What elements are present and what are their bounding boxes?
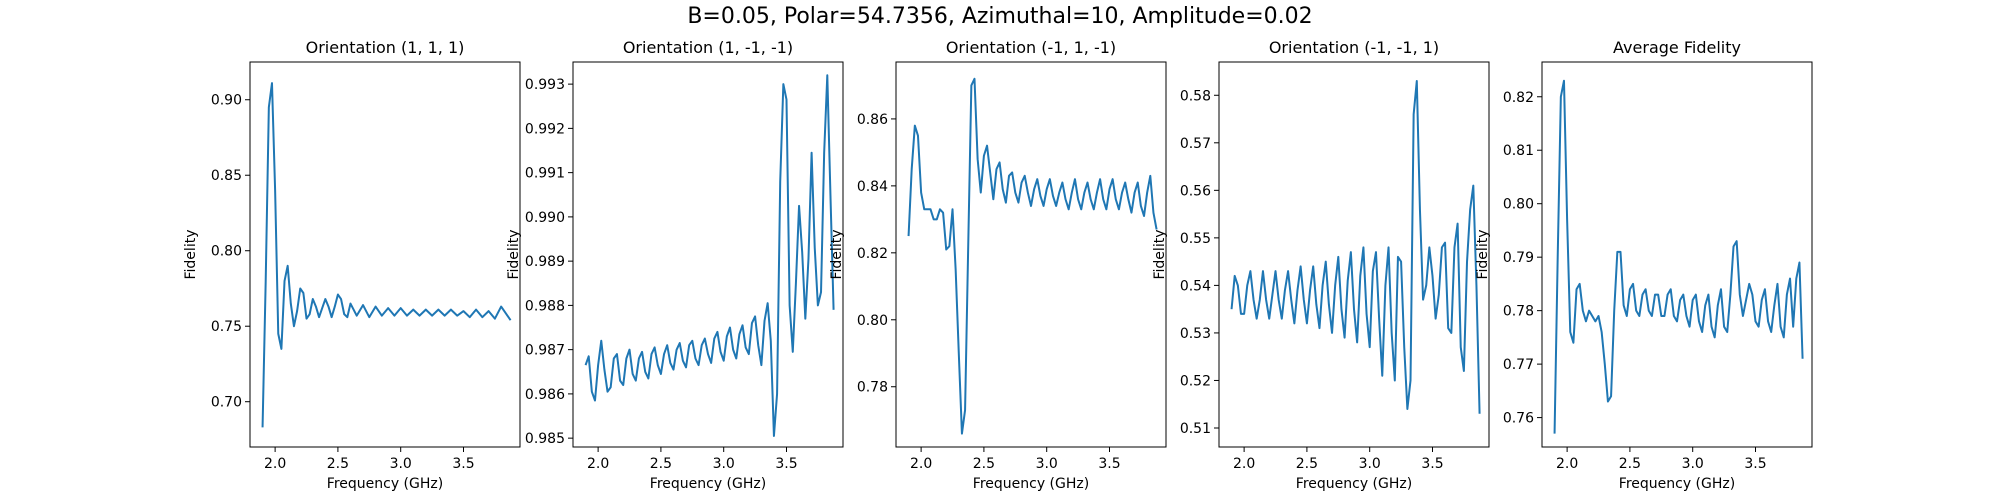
y-axis-label: Fidelity: [506, 230, 522, 280]
y-tick-label: 0.90: [211, 93, 242, 109]
y-tick-label: 0.54: [1180, 278, 1211, 294]
y-axis-label: Fidelity: [829, 230, 845, 280]
x-tick-label: 2.5: [1296, 456, 1318, 472]
y-tick-label: 0.993: [525, 77, 565, 93]
x-tick-label: 3.5: [452, 456, 474, 472]
y-tick-label: 0.82: [1503, 90, 1534, 106]
y-tick-label: 0.78: [1503, 304, 1534, 320]
plot-frame: [572, 61, 844, 448]
y-tick-label: 0.80: [1503, 197, 1534, 213]
y-tick-label: 0.85: [211, 168, 242, 184]
x-tick-label: 3.5: [775, 456, 797, 472]
y-tick-label: 0.991: [525, 166, 565, 182]
y-tick-label: 0.985: [525, 431, 565, 447]
y-axis-label: Fidelity: [183, 230, 199, 280]
subplot-5: 2.0 2.5 3.0 3.5 0.76 0.77 0.78 0.79 0.80 0.81 0.82…: [1475, 38, 1813, 492]
y-axis-label: Fidelity: [1152, 230, 1168, 280]
y-tick-label: 0.75: [211, 319, 242, 335]
subplot-title: Average Fidelity: [1613, 38, 1741, 57]
x-tick-label: 2.0: [1233, 456, 1255, 472]
y-tick-label: 0.51: [1180, 421, 1211, 437]
y-tick-label: 0.987: [525, 343, 565, 359]
y-tick-label: 0.57: [1180, 136, 1211, 152]
x-tick-label: 3.0: [1682, 456, 1704, 472]
x-axis-label: Frequency (GHz): [650, 476, 766, 492]
plot-frame: [895, 61, 1167, 448]
x-tick-label: 3.5: [1744, 456, 1766, 472]
y-tick-label: 0.76: [1503, 411, 1534, 427]
plot-frame: [1218, 61, 1490, 448]
figure-title: B=0.05, Polar=54.7356, Azimuthal=10, Amp…: [687, 4, 1313, 29]
subplot-title: Orientation (1, 1, 1): [306, 38, 465, 57]
y-tick-label: 0.70: [211, 395, 242, 411]
x-tick-label: 2.0: [587, 456, 609, 472]
subplot-title: Orientation (-1, 1, -1): [946, 38, 1116, 57]
y-tick-label: 0.56: [1180, 183, 1211, 199]
y-tick-label: 0.55: [1180, 231, 1211, 247]
x-tick-label: 2.0: [910, 456, 932, 472]
y-tick-label: 0.82: [857, 246, 888, 262]
y-tick-label: 0.58: [1180, 88, 1211, 104]
x-tick-label: 2.5: [327, 456, 349, 472]
plot-frame: [1541, 61, 1813, 448]
y-tick-label: 0.80: [211, 244, 242, 260]
y-tick-label: 0.53: [1180, 326, 1211, 342]
series-line-1: [584, 74, 835, 437]
y-tick-label: 0.52: [1180, 373, 1211, 389]
y-tick-label: 0.989: [525, 254, 565, 270]
y-tick-label: 0.77: [1503, 357, 1534, 373]
x-tick-label: 2.5: [650, 456, 672, 472]
x-tick-label: 3.0: [713, 456, 735, 472]
y-tick-label: 0.78: [857, 380, 888, 396]
x-tick-label: 2.5: [973, 456, 995, 472]
y-tick-label: 0.990: [525, 210, 565, 226]
series-line-1: [261, 82, 512, 428]
y-tick-label: 0.81: [1503, 143, 1534, 159]
x-axis-label: Frequency (GHz): [1296, 476, 1412, 492]
series-line-1: [1230, 80, 1481, 414]
y-tick-label: 0.986: [525, 387, 565, 403]
y-tick-label: 0.988: [525, 298, 565, 314]
x-axis-label: Frequency (GHz): [1619, 476, 1735, 492]
x-tick-label: 2.0: [264, 456, 286, 472]
subplot-3: 2.0 2.5 3.0 3.5 0.78 0.80 0.82 0.84 0.86 Orientat…: [829, 38, 1167, 492]
x-axis-label: Frequency (GHz): [327, 476, 443, 492]
y-tick-label: 0.84: [857, 179, 888, 195]
y-tick-label: 0.992: [525, 121, 565, 137]
subplot-2: 2.0 2.5 3.0 3.5 0.985 0.986 0.987 0.988 0.989 0.9…: [506, 38, 844, 492]
x-axis-label: Frequency (GHz): [973, 476, 1089, 492]
x-tick-label: 3.0: [1359, 456, 1381, 472]
x-tick-label: 3.0: [390, 456, 412, 472]
series-line-1: [1553, 79, 1804, 434]
x-tick-label: 3.5: [1421, 456, 1443, 472]
plot-frame: [249, 61, 521, 448]
x-tick-label: 3.5: [1098, 456, 1120, 472]
subplot-title: Orientation (-1, -1, 1): [1269, 38, 1439, 57]
subplot-title: Orientation (1, -1, -1): [623, 38, 793, 57]
subplot-4: 2.0 2.5 3.0 3.5 0.51 0.52 0.53 0.54 0.55 0.56 0.57…: [1152, 38, 1490, 492]
x-tick-label: 2.0: [1556, 456, 1578, 472]
y-axis-label: Fidelity: [1475, 230, 1491, 280]
y-tick-label: 0.80: [857, 313, 888, 329]
y-tick-label: 0.86: [857, 112, 888, 128]
y-tick-label: 0.79: [1503, 250, 1534, 266]
subplot-1: 2.0 2.5 3.0 3.5 0.70 0.75 0.80 0.85 0.90 Orientat…: [183, 38, 521, 492]
x-tick-label: 3.0: [1036, 456, 1058, 472]
x-tick-label: 2.5: [1619, 456, 1641, 472]
series-line-1: [907, 77, 1158, 435]
